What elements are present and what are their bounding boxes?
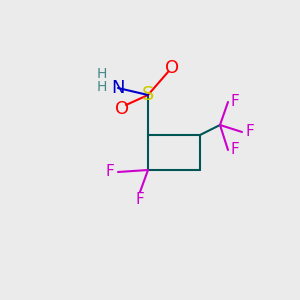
Text: F: F	[231, 94, 239, 110]
Text: O: O	[115, 100, 129, 118]
Text: F: F	[106, 164, 114, 179]
Text: H: H	[97, 80, 107, 94]
Text: O: O	[165, 59, 179, 77]
Text: H: H	[97, 67, 107, 81]
Text: N: N	[111, 79, 125, 97]
Text: F: F	[246, 124, 254, 140]
Text: S: S	[142, 85, 154, 104]
Text: F: F	[231, 142, 239, 158]
Text: F: F	[136, 193, 144, 208]
